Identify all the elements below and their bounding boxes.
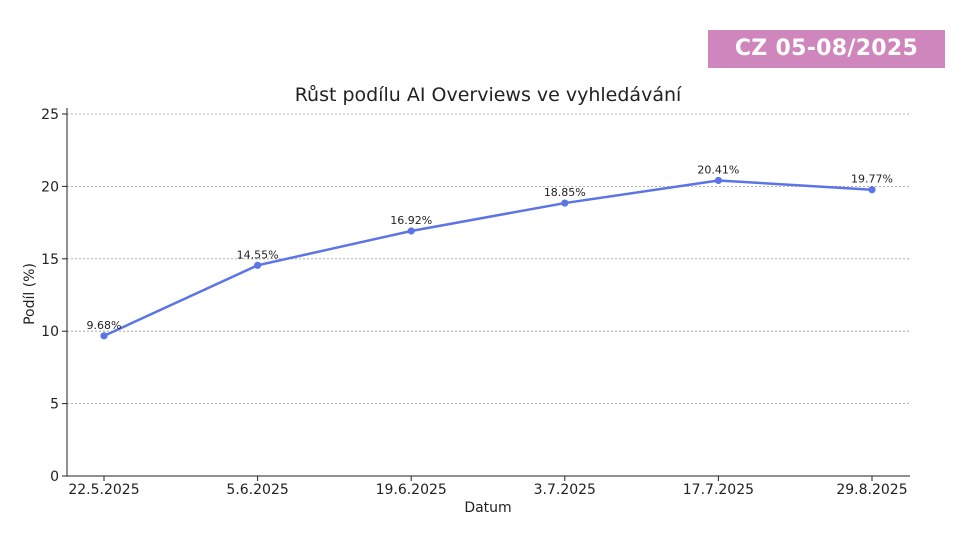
data-point: [868, 186, 876, 194]
data-label: 20.41%: [697, 163, 739, 176]
y-tick-label: 10: [41, 324, 59, 340]
data-series: 9.68% 14.55% 16.92% 18.85% 20.41% 19.77%: [87, 163, 893, 340]
y-tick-label: 0: [50, 469, 59, 485]
data-label: 14.55%: [237, 248, 279, 261]
x-tick-label: 29.8.2025: [836, 482, 907, 498]
y-tick-label: 25: [41, 107, 59, 123]
data-label: 18.85%: [544, 186, 586, 199]
x-tick-label: 19.6.2025: [376, 482, 447, 498]
period-badge: CZ 05-08/2025: [708, 30, 945, 68]
y-axis-label: Podíl (%): [22, 263, 38, 325]
data-point: [254, 261, 262, 269]
data-point: [714, 176, 723, 185]
x-tick-label: 3.7.2025: [534, 482, 596, 498]
data-label: 16.92%: [390, 214, 432, 227]
y-axis-ticks: 0 5 10 15 20 25: [41, 107, 67, 485]
series-line: [103, 179, 873, 337]
axes: [66, 108, 910, 477]
y-tick-label: 5: [50, 397, 59, 413]
y-tick-label: 20: [41, 179, 59, 195]
x-tick-label: 17.7.2025: [683, 482, 754, 498]
chart-title: Růst podílu AI Overviews ve vyhledávání: [295, 84, 682, 106]
x-tick-label: 5.6.2025: [226, 482, 288, 498]
data-point: [100, 332, 108, 340]
data-label: 19.77%: [851, 173, 893, 186]
data-label: 9.68%: [87, 319, 122, 332]
x-axis-ticks: 22.5.2025 5.6.2025 19.6.2025 3.7.2025 17.7.2…: [68, 476, 908, 498]
y-tick-label: 15: [41, 252, 59, 268]
x-axis-label: Datum: [464, 500, 511, 516]
x-tick-label: 22.5.2025: [68, 482, 139, 498]
data-point: [407, 227, 415, 235]
grid-lines: [67, 113, 910, 405]
data-point: [561, 199, 569, 207]
